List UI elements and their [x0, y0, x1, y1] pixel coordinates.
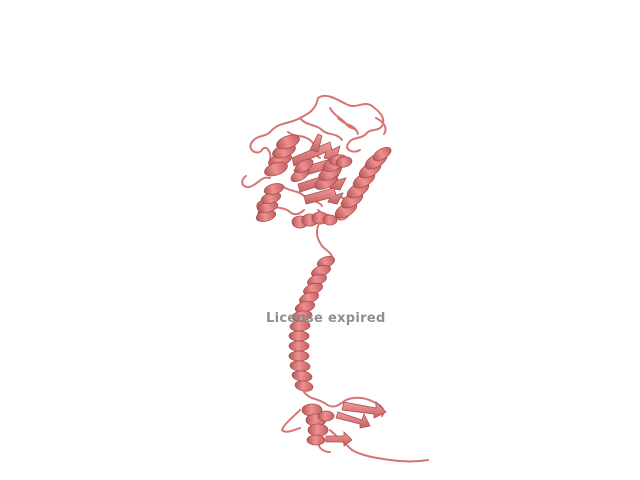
linker-loop [315, 221, 334, 263]
alpha-helices-lower [301, 403, 335, 446]
alpha-helices-globular [255, 134, 392, 229]
beta-sheets-lower [325, 401, 387, 447]
loop-coils-lower [281, 391, 429, 463]
license-expired-watermark: License expired [266, 311, 386, 326]
long-helix-stalk [288, 255, 336, 392]
